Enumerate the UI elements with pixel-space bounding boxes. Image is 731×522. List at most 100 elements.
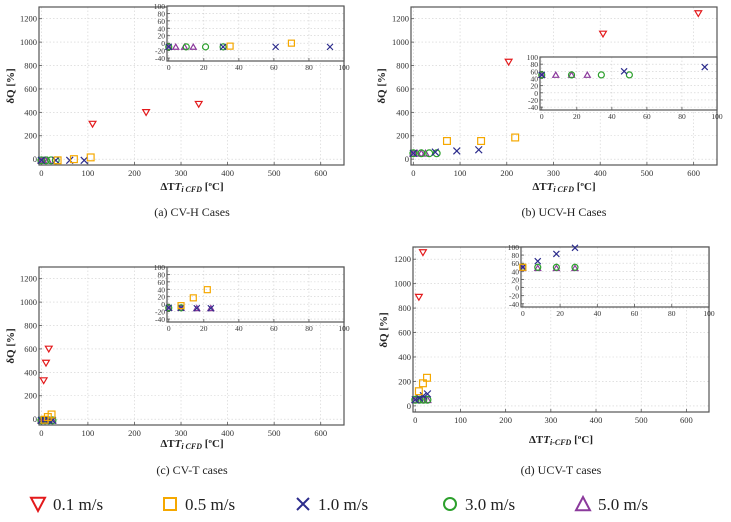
inset-data-point-square [203,286,211,294]
panel-b-caption: (b) UCV-H Cases [522,205,607,219]
panel-a-main-xtick-label: 600 [314,168,327,178]
panel-d-xlabel: ΔTTi-CFD [ºC] [529,434,593,447]
data-point-circle [411,395,420,404]
panel-b-inset-ytick-label: 20 [531,82,539,91]
inset-data-point-triangle-up [176,303,186,311]
panel-a-main-xtick-label: 200 [128,168,141,178]
inset-data-point-x [165,43,173,51]
inset-data-point-x [177,304,185,312]
panel-a-inset-xtick-label: 20 [200,63,208,72]
inset-data-point-circle [182,43,190,51]
legend-label: 1.0 m/s [318,495,368,514]
panel-a-main-ytick-label: 600 [24,84,37,94]
data-point-x [409,149,418,158]
panel-d-inset-ytick-label: 0 [515,284,519,293]
inset-data-point-circle [201,43,210,51]
panel-a-inset-xtick-label: 60 [270,63,278,72]
data-point-triangle-down [41,359,51,368]
inset-data-point-triangle-up [164,303,173,311]
panel-b-inset-xtick-label: 20 [573,112,581,121]
panel-d-main-xtick-label: 100 [454,415,467,425]
inset-data-point-circle [165,304,173,312]
inset-data-point-square [226,42,234,50]
inset-data-point-circle [567,71,576,79]
panel-d-main-xtick-label: 300 [544,415,557,425]
panel-b-main-xtick-label: 200 [500,168,513,178]
panel-c-inset-ytick-label: 80 [158,270,166,279]
panel-c-inset-ytick-label: 20 [158,293,166,302]
panel-b-inset-ytick-label: 40 [531,74,539,83]
legend-marker-triangle-down [29,496,47,514]
panel-a-inset-xtick-label: 40 [235,63,243,72]
panel-c-main-ytick-label: 1200 [20,274,37,284]
panel-a-inset-ytick-label: 40 [158,24,166,33]
panel-b-main-xtick-label: 300 [547,168,560,178]
inset-data-point-circle [625,71,633,79]
panel-c-main-xtick-label: 400 [221,428,234,438]
panel-a-main-ytick-label: 800 [24,61,37,71]
data-point-x [431,148,440,156]
legend-label: 3.0 m/s [465,495,515,514]
panel-d-inset-ytick-label: 100 [508,243,520,252]
legend-item: 5.0 m/s [574,494,648,514]
panel-b-main-xtick-label: 400 [594,168,607,178]
data-point-square [511,133,520,142]
data-point-triangle-down [693,10,703,18]
panel-d-main-ytick-label: 800 [398,303,411,313]
panel-c-inset-xtick-label: 0 [167,324,171,333]
inset-data-point-triangle-up [583,71,592,78]
inset-data-point-triangle-up [192,304,201,312]
panel-a-inset-ytick-label: 20 [158,32,166,41]
panel-c-main-ytick-label: 600 [24,344,37,354]
panel-d-inset-xtick-label: 60 [631,309,639,318]
data-point-triangle-down [88,120,97,129]
data-point-square [418,379,427,388]
legend-marker-circle [443,497,457,511]
legend-item: 0.1 m/s [29,495,103,514]
panel-a-xlabel: ΔTTi CFD [ºC] [160,181,223,194]
inset-data-point-x [207,304,215,312]
data-point-square [86,153,95,162]
data-point-x [51,156,60,165]
panel-d-inset-xtick-label: 80 [668,309,676,318]
inset-data-point-square [177,302,185,310]
panel-b-main-ytick-label: 1000 [392,37,409,47]
panel-c-inset-xtick-label: 60 [270,324,278,333]
data-point-circle [37,156,46,165]
panel-c-inset-ytick-label: -40 [155,315,165,324]
panel-d-inset-background [521,247,709,307]
panel-b-main-ytick-label: 400 [396,107,409,117]
inset-data-point-x [219,43,227,51]
panel-a-inset-ytick-label: -40 [155,54,165,63]
panel-b-inset-xtick-label: 0 [540,112,544,121]
panel-d-inset-ytick-label: 80 [512,251,520,260]
panel-a-points [36,100,204,165]
panel-d: 0 100 200 300 400 500 600020040060080010001200… [378,243,715,477]
panel-b-inset-xtick-label: 40 [608,112,616,121]
panel-b-points [408,10,703,158]
inset-data-point-circle [534,263,542,271]
data-point-x [80,156,88,165]
inset-data-point-triangle-up [551,71,560,78]
panel-d-ylabel: δQ [%] [378,312,390,347]
panel-c-main-ytick-label: 0 [33,414,37,424]
panel-a-inset-xtick-label: 100 [338,63,350,72]
data-point-triangle-down [598,30,608,39]
data-point-circle [417,149,426,158]
data-point-triangle-down [414,293,424,302]
data-point-x [423,390,432,398]
data-point-triangle-down [504,58,514,67]
panel-b-inset-ytick-label: 0 [534,89,538,98]
panel-d-main-xtick-label: 500 [635,415,648,425]
panel-c-inset-ytick-label: -20 [155,308,165,317]
legend-label: 5.0 m/s [598,495,648,514]
legend-item: 1.0 m/s [296,495,368,514]
panel-d-caption: (d) UCV-T cases [521,463,602,477]
panel-a-main-xtick-label: 100 [82,168,95,178]
data-point-x [474,145,483,154]
panel-c-inset-ytick-label: 0 [161,300,165,309]
inset-data-point-x [571,244,579,252]
